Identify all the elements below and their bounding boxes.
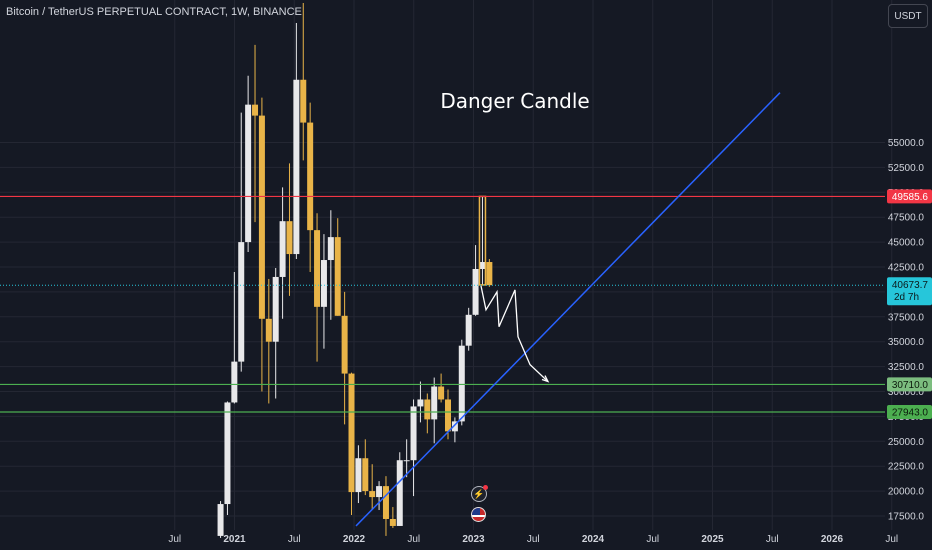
candle-body [307,122,314,231]
trendline[interactable] [355,92,781,527]
price-axis-label: 22500.0 [888,462,925,473]
time-axis-label: Jul [646,534,659,545]
candle-body [341,315,348,374]
time-axis-label: 2021 [223,534,246,545]
price-axis-label: 52500.0 [888,163,925,174]
candle-body [293,79,300,255]
countdown-text: 2d 7h [894,292,919,303]
time-axis-label: 2024 [582,534,605,545]
candle-series [217,3,493,538]
price-axis-label: 35000.0 [888,337,925,348]
danger-candle-annotation[interactable]: Danger Candle [440,89,589,113]
time-axis-label: Jul [407,534,420,545]
time-axis-label: 2026 [821,534,844,545]
candle-body [279,221,286,277]
candle-body [245,104,252,243]
candle-body [286,221,293,255]
candle-body [265,318,272,342]
candle-body [451,421,458,432]
price-badges: 49585.6 30710.0 27943.0 40673.72d 7h [887,189,932,419]
candle-body [300,79,307,123]
time-axis-label: 2025 [701,534,724,545]
candle-body [424,399,431,420]
price-axis-label: 25000.0 [888,437,925,448]
last-price-text: 40673.7 [892,280,929,291]
currency-button[interactable]: USDT [888,4,928,28]
level-price-badge-text: 49585.6 [892,192,929,203]
candle-body [438,386,445,400]
time-axis-label: Jul [288,534,301,545]
last-price-badge [887,277,932,306]
candle-body [272,276,279,342]
price-axis-label: 20000.0 [888,487,925,498]
projection-path[interactable] [480,285,549,383]
candle-body [431,386,438,420]
candle-body [252,104,259,116]
projection-arrow-head [541,375,550,383]
price-axis-label: 30000.0 [888,387,925,398]
candle-body [417,399,424,407]
candle-body [458,345,465,422]
time-axis-label: Jul [527,534,540,545]
candle-body [217,504,224,536]
candle-body [486,262,493,286]
notification-dot [483,485,488,490]
candle-body [369,491,376,498]
candle-body [348,373,355,493]
price-axis-label: 17500.0 [888,512,925,523]
price-axis-label: 45000.0 [888,238,925,249]
candle-body [465,314,472,346]
symbol-title[interactable]: Bitcoin / TetherUS PERPETUAL CONTRACT, 1… [6,6,302,18]
price-axis-label: 55000.0 [888,138,925,149]
drawing-layer[interactable] [0,92,885,527]
candle-body [362,458,369,492]
time-axis-label: 2022 [343,534,366,545]
time-axis-label: Jul [885,534,898,545]
candle-body [320,260,327,307]
candle-body [445,399,452,432]
candle-body [472,268,479,315]
candle-body [238,242,245,362]
candle-body [410,406,417,461]
price-axis-label: 37500.0 [888,312,925,323]
candle-body [231,361,238,403]
candle-body [389,518,396,526]
chart-grid [0,0,893,530]
time-axis-label: Jul [766,534,779,545]
level-price-badge [887,404,932,419]
candle-body [403,460,410,462]
candle-body [334,237,341,316]
candle-body [258,115,265,319]
time-axis-label: 2023 [462,534,485,545]
candle-body [382,486,389,519]
candle-body [327,237,334,261]
level-price-badge [887,189,932,204]
candle-body [355,458,362,493]
level-price-badge-text: 27943.0 [892,407,929,418]
candle-body [224,402,231,505]
us-flag-icon[interactable] [471,507,486,522]
candle-body [376,486,383,498]
candle-body [479,262,486,269]
level-price-badge [887,377,932,392]
price-axis-label: 42500.0 [888,263,925,274]
price-axis-label: 47500.0 [888,213,925,224]
lightning-icon[interactable]: ⚡ [471,485,488,502]
candle-body [396,460,403,526]
price-axis-label: 32500.0 [888,362,925,373]
level-price-badge-text: 30710.0 [892,380,929,391]
time-axis-label: Jul [168,534,181,545]
candle-body [314,230,321,307]
time-axis[interactable]: Jul 2021 Jul 2022 Jul 2023 Jul 2024 Jul 2025 Jul 20… [168,534,932,545]
